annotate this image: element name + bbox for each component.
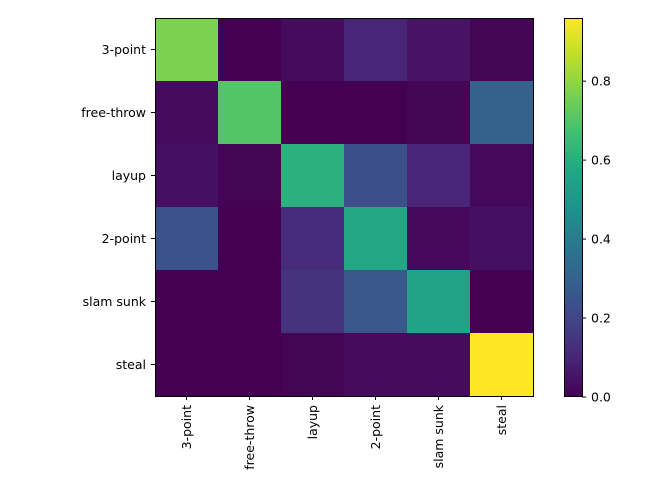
plot-frame bbox=[155, 18, 534, 397]
heatmap-cell bbox=[218, 144, 282, 208]
colorbar-tick-label: 0.6 bbox=[591, 153, 611, 168]
y-tick-label: free-throw bbox=[81, 105, 146, 120]
heatmap-cell bbox=[218, 270, 282, 334]
colorbar-tick-label: 0.8 bbox=[591, 74, 611, 89]
heatmap-cell bbox=[344, 144, 408, 208]
x-tick-label: 3-point bbox=[179, 405, 194, 449]
y-tick-label: 2-point bbox=[102, 231, 146, 246]
x-tick-label: free-throw bbox=[242, 405, 257, 470]
y-tick-label: layup bbox=[112, 168, 146, 183]
x-tick-label: steal bbox=[494, 405, 509, 435]
heatmap-cell bbox=[344, 270, 408, 334]
x-axis: 3-point free-throw layup 2-point slam sunk st… bbox=[179, 396, 509, 470]
heatmap-cell bbox=[470, 81, 534, 145]
x-tick-label: layup bbox=[305, 405, 320, 439]
colorbar-axis: 0.0 0.2 0.4 0.6 0.8 bbox=[582, 74, 611, 405]
heatmap-cell bbox=[155, 18, 219, 82]
heatmap-cell bbox=[407, 81, 471, 145]
heatmap-cell bbox=[155, 270, 219, 334]
heatmap-cell bbox=[218, 18, 282, 82]
heatmap-cell bbox=[407, 207, 471, 271]
heatmap-cell bbox=[218, 207, 282, 271]
heatmap-cell bbox=[407, 18, 471, 82]
heatmap-cell bbox=[281, 333, 345, 397]
colorbar-tick-label: 0.4 bbox=[591, 232, 611, 247]
heatmap-cell bbox=[470, 270, 534, 334]
y-tick-label: steal bbox=[116, 357, 146, 372]
x-tick-label: 2-point bbox=[368, 405, 383, 449]
heatmap-cell bbox=[155, 207, 219, 271]
heatmap-cell bbox=[470, 333, 534, 397]
x-tick-label: slam sunk bbox=[431, 404, 446, 468]
heatmap-cell bbox=[155, 81, 219, 145]
heatmap-cell bbox=[281, 270, 345, 334]
colorbar bbox=[564, 18, 582, 397]
y-tick-label: slam sunk bbox=[83, 294, 147, 309]
y-axis: 3-point free-throw layup 2-point slam sunk st… bbox=[81, 42, 155, 372]
heatmap-cell bbox=[470, 18, 534, 82]
heatmap-cell bbox=[344, 18, 408, 82]
colorbar-tick-label: 0.2 bbox=[591, 311, 611, 326]
heatmap-cell bbox=[344, 207, 408, 271]
colorbar-tick-label: 0.0 bbox=[591, 390, 611, 405]
heatmap-cell bbox=[281, 18, 345, 82]
y-tick-label: 3-point bbox=[102, 42, 146, 57]
heatmap-cell bbox=[344, 333, 408, 397]
heatmap-cell bbox=[407, 333, 471, 397]
heatmap-cell bbox=[281, 207, 345, 271]
heatmap-cell bbox=[281, 81, 345, 145]
heatmap-cells bbox=[155, 18, 534, 397]
heatmap-cell bbox=[218, 81, 282, 145]
heatmap-cell bbox=[407, 144, 471, 208]
heatmap-cell bbox=[470, 207, 534, 271]
heatmap-cell bbox=[407, 270, 471, 334]
heatmap-cell bbox=[155, 333, 219, 397]
heatmap-cell bbox=[344, 81, 408, 145]
heatmap-cell bbox=[155, 144, 219, 208]
heatmap-cell bbox=[218, 333, 282, 397]
colorbar-frame bbox=[564, 18, 583, 397]
heatmap-cell bbox=[470, 144, 534, 208]
heatmap-cell bbox=[281, 144, 345, 208]
